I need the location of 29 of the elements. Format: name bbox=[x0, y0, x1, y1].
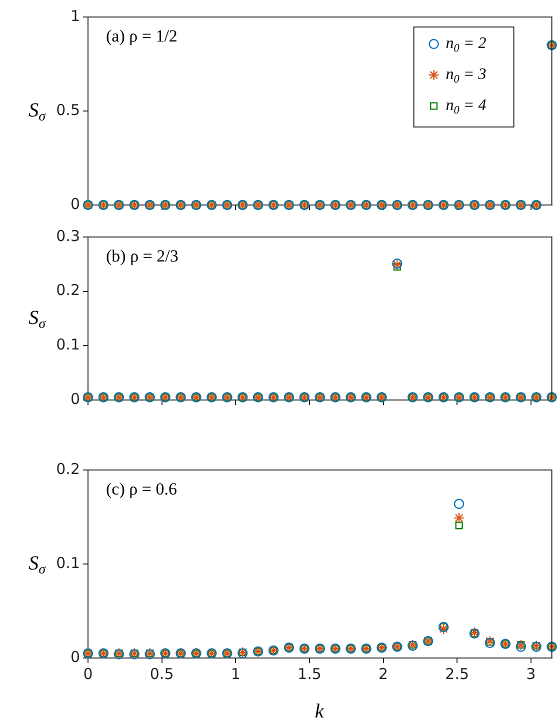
y-tick-label: 0 bbox=[70, 648, 80, 666]
x-tick-label: 0.5 bbox=[150, 664, 174, 683]
point bbox=[455, 522, 463, 530]
y-tick-label: 0 bbox=[70, 194, 80, 213]
y-tick-label: 0.5 bbox=[56, 100, 80, 119]
point bbox=[486, 638, 494, 646]
x-tick-label: 1 bbox=[230, 664, 240, 683]
point bbox=[453, 512, 465, 524]
point bbox=[393, 263, 401, 271]
annotation: (a) ρ = 1/2 bbox=[106, 26, 178, 46]
point bbox=[484, 638, 496, 648]
point bbox=[454, 498, 464, 509]
point bbox=[484, 635, 496, 647]
x-tick-label: 0 bbox=[83, 664, 93, 683]
y-tick-label: 0.2 bbox=[56, 281, 80, 300]
x-tick-label: 2 bbox=[378, 664, 388, 683]
point bbox=[516, 642, 526, 652]
x-tick-label: 3 bbox=[526, 664, 536, 683]
y-tick-label: 0.1 bbox=[56, 336, 80, 354]
x-tick-label: 2.5 bbox=[445, 664, 470, 683]
x-axis-title: k bbox=[314, 700, 325, 722]
annotation: (c) ρ = 0.6 bbox=[106, 479, 177, 498]
y-tick-label: 0.2 bbox=[56, 460, 80, 478]
y-tick-label: 0.3 bbox=[56, 226, 80, 245]
annotation: (b) ρ = 2/3 bbox=[106, 246, 178, 266]
x-tick-label: 1.5 bbox=[298, 664, 322, 683]
y-tick-label: 0 bbox=[70, 390, 80, 408]
y-tick-label: 0.1 bbox=[56, 554, 80, 572]
y-tick-label: 1 bbox=[70, 6, 80, 25]
